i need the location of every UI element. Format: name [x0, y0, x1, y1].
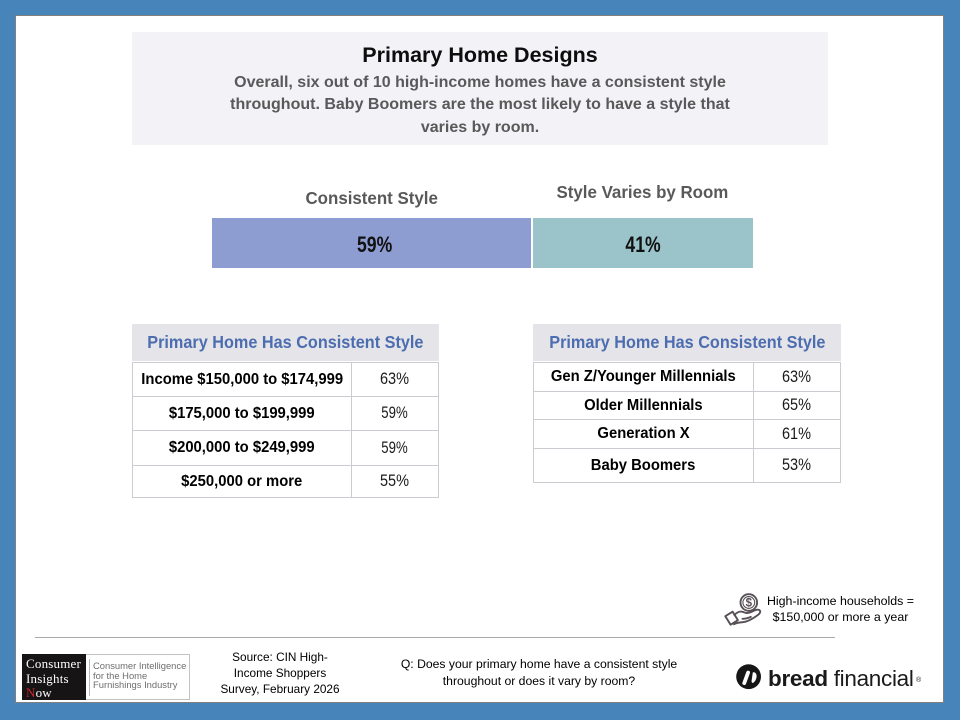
- svg-text:$: $: [746, 598, 753, 610]
